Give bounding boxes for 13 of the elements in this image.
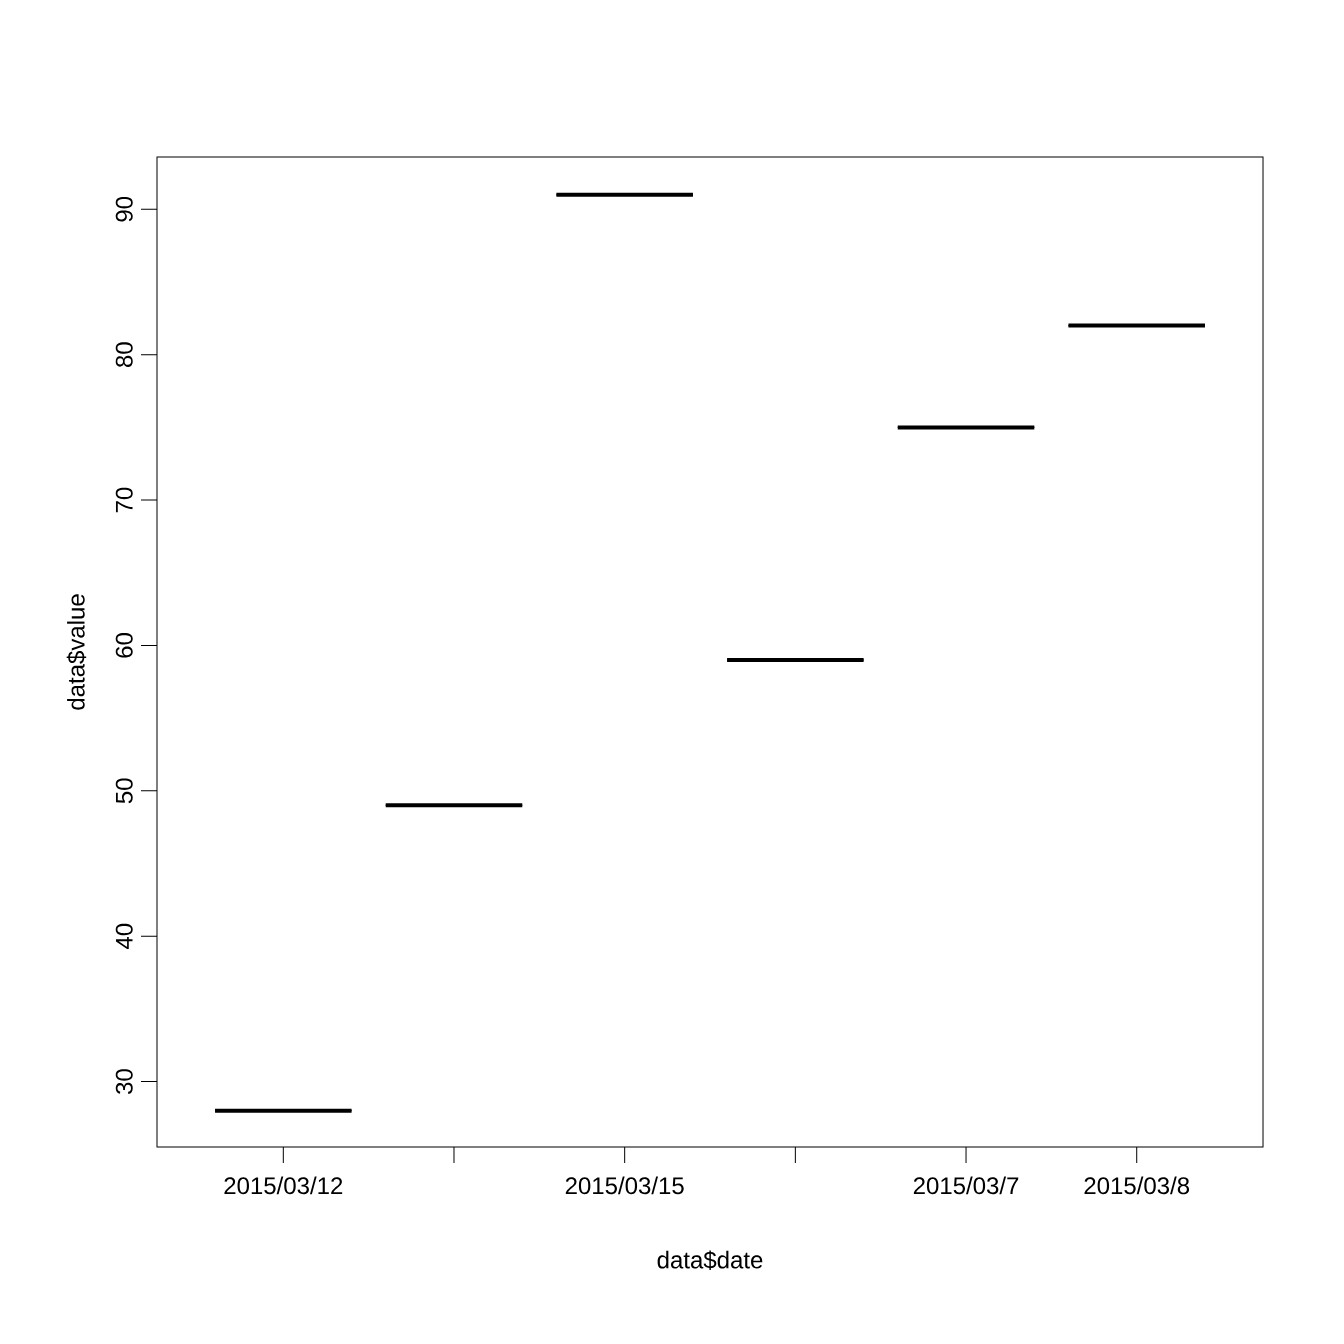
y-axis-title: data$value — [66, 594, 87, 710]
x-tick-label: 2015/03/8 — [1084, 1176, 1190, 1195]
x-tick-label: 2015/03/15 — [565, 1176, 684, 1195]
y-tick-label: 70 — [115, 487, 133, 513]
y-tick-label: 40 — [115, 923, 133, 950]
y-tick-label: 50 — [115, 778, 133, 804]
x-tick-label: 2015/03/12 — [224, 1176, 343, 1195]
y-tick-label: 90 — [115, 196, 133, 222]
y-tick-label: 80 — [115, 342, 133, 367]
y-tick-label: 30 — [115, 1069, 133, 1095]
x-axis-title: data$date — [657, 1250, 763, 1270]
y-tick-label: 60 — [115, 633, 133, 658]
x-tick-label: 2015/03/7 — [913, 1176, 1019, 1195]
